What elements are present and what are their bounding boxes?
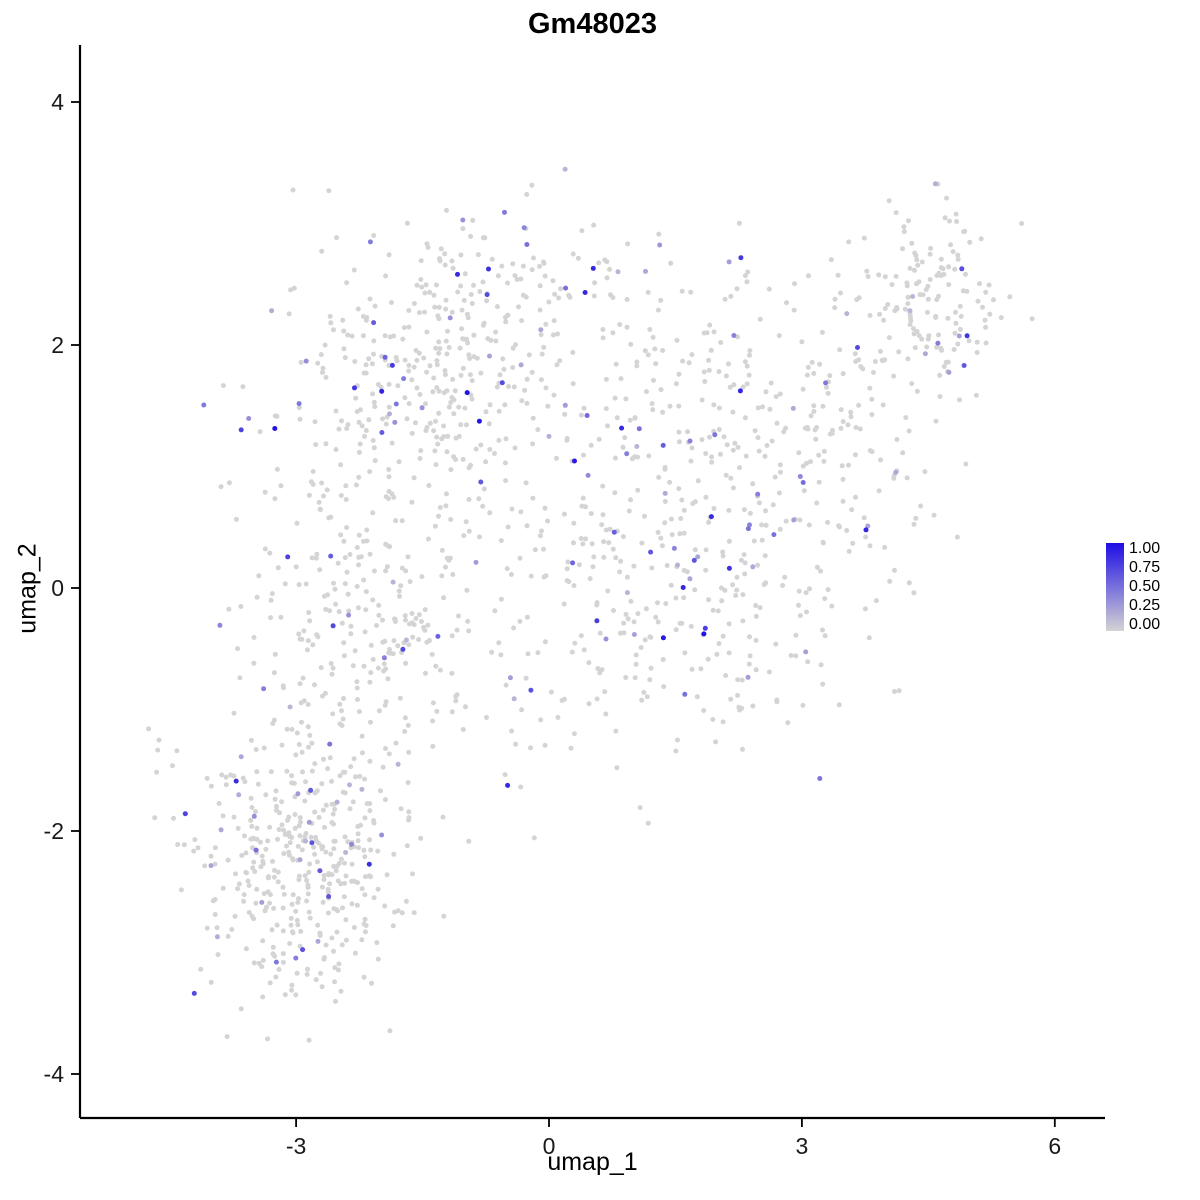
x-axis-label: umap_1: [547, 1148, 638, 1176]
axes: -3 0 3 6 4 2 0 -2 -4: [44, 45, 1105, 1159]
y-tick-label: -2: [44, 818, 64, 844]
y-axis-label: umap_2: [13, 543, 42, 634]
x-tick-label: 0: [543, 1133, 556, 1159]
x-tick-label: -3: [286, 1133, 306, 1159]
legend-tick-label: 0.00: [1129, 616, 1161, 633]
color-legend: 1.00 0.75 0.50 0.25 0.00: [1106, 541, 1160, 633]
legend-tick-label: 0.25: [1129, 597, 1161, 614]
x-tick-label: 3: [796, 1133, 809, 1159]
y-tick-label: -4: [44, 1061, 65, 1087]
points-layer: [146, 166, 1035, 1043]
y-tick-label: 4: [51, 89, 64, 115]
legend-tick-labels: 1.00 0.75 0.50 0.25 0.00: [1129, 541, 1160, 633]
y-tick-label: 2: [51, 332, 64, 358]
y-tick-label: 0: [51, 575, 64, 601]
x-tick-label: 6: [1048, 1133, 1061, 1159]
legend-tick-label: 0.50: [1129, 578, 1161, 595]
legend-gradient-bar: [1106, 543, 1124, 631]
legend-tick-label: 1.00: [1129, 540, 1161, 557]
legend-tick-label: 0.75: [1129, 559, 1161, 576]
plot-title: Gm48023: [528, 8, 657, 40]
